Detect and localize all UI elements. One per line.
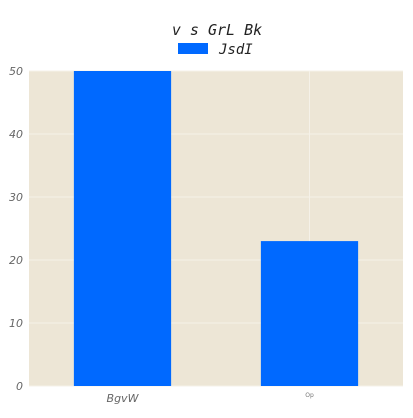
legend: JsdI <box>178 42 253 58</box>
y-axis-ticks: 0 10 20 30 40 50 <box>9 65 23 393</box>
y-tick-label: 0 <box>16 380 23 393</box>
chart-title: v s GrL Bk <box>172 21 262 39</box>
x-tick-label: Op <box>305 392 314 399</box>
y-tick-label: 50 <box>9 65 23 78</box>
bars <box>73 71 359 386</box>
y-tick-label: 40 <box>9 128 23 141</box>
legend-swatch <box>178 43 208 54</box>
bar-Op <box>260 241 359 386</box>
y-tick-label: 30 <box>9 191 23 204</box>
legend-label: JsdI <box>218 42 253 58</box>
y-tick-label: 20 <box>9 254 23 267</box>
x-tick-label: BgvW <box>107 392 140 405</box>
bar-BgvW <box>73 71 172 386</box>
y-tick-label: 10 <box>9 317 23 330</box>
x-axis-ticks: BgvW Op <box>107 392 314 405</box>
